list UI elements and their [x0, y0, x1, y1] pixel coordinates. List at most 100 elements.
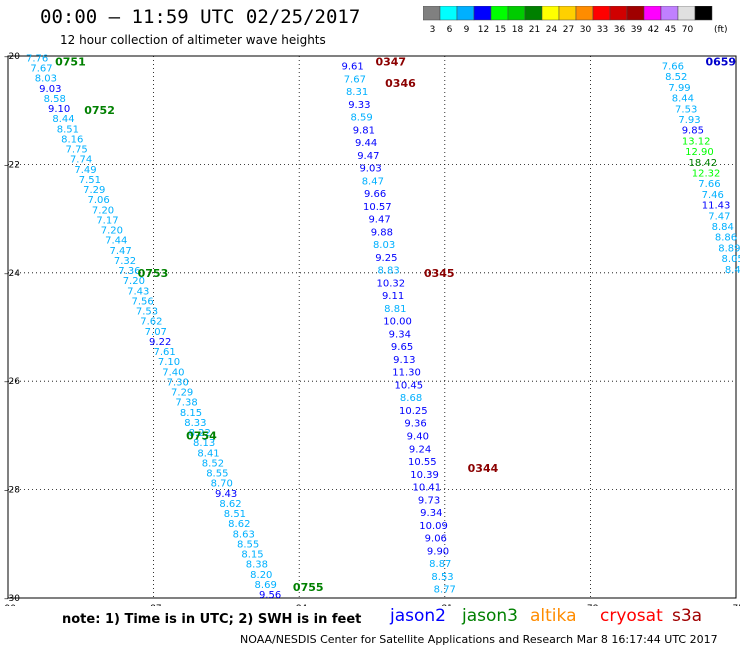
swh-value: 8.81	[384, 304, 406, 315]
swh-value: 9.81	[353, 125, 375, 136]
swh-value: 7.93	[678, 115, 700, 126]
x-tick-label: –87	[146, 604, 162, 606]
swh-value: 7.99	[668, 83, 690, 94]
swh-value: 8.58	[44, 94, 66, 105]
swh-value: 13.12	[682, 136, 711, 147]
swh-value: 9.13	[393, 355, 415, 366]
swh-value: 12.32	[692, 169, 721, 180]
swh-value: 10.57	[363, 202, 392, 213]
swh-value: 9.73	[418, 495, 440, 506]
swh-value: 8.52	[665, 72, 687, 83]
y-tick-label: –20	[4, 52, 20, 62]
swh-value: 7.47	[708, 211, 730, 222]
swh-value: 8.41	[725, 265, 740, 276]
swh-value: 7.29	[83, 185, 105, 196]
swh-value: 8.03	[35, 74, 57, 85]
pass-time-label: 0755	[293, 581, 324, 594]
swh-value: 7.67	[344, 74, 366, 85]
swh-value: 7.06	[88, 195, 110, 206]
color-bin-label: 9	[464, 25, 470, 35]
color-bin-label: 39	[631, 25, 643, 35]
swh-value: 7.61	[153, 347, 175, 358]
y-tick-label: –24	[4, 269, 20, 279]
swh-value: 9.47	[368, 215, 390, 226]
swh-value: 8.84	[712, 222, 734, 233]
chart-subtitle: 12 hour collection of altimeter wave hei…	[60, 33, 326, 47]
swh-value: 10.25	[399, 406, 428, 417]
swh-value: 11.43	[702, 201, 731, 212]
swh-value: 9.56	[259, 590, 281, 601]
swh-value: 9.47	[357, 151, 379, 162]
color-bin-label: 3	[430, 25, 436, 35]
color-scale-legend: 3 6 9 12 15 18 21 24 27 30 33 36 39 42 45 70 (ft)	[423, 6, 728, 35]
swh-value: 8.51	[224, 509, 246, 520]
swh-value: 9.66	[364, 189, 386, 200]
swh-value: 8.20	[250, 570, 272, 581]
color-scale-unit: (ft)	[714, 25, 728, 35]
y-tick-label: –28	[4, 486, 20, 496]
color-bin-label: 6	[447, 25, 453, 35]
swh-value: 7.32	[114, 256, 136, 267]
pass-time-label: 0344	[468, 462, 499, 475]
swh-value: 8.69	[255, 580, 277, 591]
swh-value: 8.41	[197, 448, 219, 459]
swh-value: 7.40	[162, 367, 184, 378]
swh-value: 10.45	[394, 380, 423, 391]
color-bin-label: 12	[478, 25, 489, 35]
pass-time-label: 0754	[186, 429, 217, 442]
color-bin-label: 33	[597, 25, 608, 35]
color-bin-label: 42	[648, 25, 659, 35]
swh-value: 9.22	[149, 337, 171, 348]
pass-time-label: 0345	[424, 267, 455, 280]
swh-value: 8.68	[400, 393, 422, 404]
swh-value: 8.70	[211, 479, 233, 490]
swh-value: 9.11	[382, 291, 404, 302]
swh-value: 8.86	[715, 233, 737, 244]
color-bin	[694, 6, 713, 21]
y-tick-label: –22	[4, 160, 20, 170]
swh-value: 18.42	[688, 158, 717, 169]
swh-value: 7.51	[79, 175, 101, 186]
swh-value: 7.29	[171, 388, 193, 399]
color-bin-label: 30	[580, 25, 592, 35]
swh-value: 9.03	[39, 84, 61, 95]
chart-title: 00:00 – 11:59 UTC 02/25/2017	[40, 6, 361, 28]
swh-value: 9.24	[409, 444, 431, 455]
swh-value: 10.09	[419, 521, 448, 532]
swh-value: 8.05	[722, 254, 740, 265]
swh-value: 9.36	[404, 419, 426, 430]
swh-value: 7.49	[74, 165, 96, 176]
swh-value: 10.32	[377, 278, 406, 289]
legend-jason2: jason2	[390, 606, 446, 626]
x-tick-label: –75	[728, 604, 740, 606]
x-tick-label: –90	[0, 604, 16, 606]
legend-s3a: s3a	[672, 606, 703, 626]
footnote: note: 1) Time is in UTC; 2) SWH is in fe…	[62, 612, 362, 627]
swh-value: 8.87	[429, 559, 451, 570]
swh-value: 8.77	[434, 585, 456, 596]
swh-value: 7.20	[101, 226, 123, 237]
swh-value: 8.55	[237, 539, 259, 550]
color-bin-label: 70	[682, 25, 694, 35]
color-bin-label: 18	[512, 25, 524, 35]
swh-value: 7.76	[26, 53, 48, 64]
y-tick-label: –30	[4, 594, 20, 604]
x-tick-label: –81	[437, 604, 453, 606]
swh-value: 7.44	[105, 236, 127, 247]
swh-value: 7.56	[131, 296, 153, 307]
swh-value: 8.38	[246, 560, 268, 571]
swh-value: 8.62	[219, 499, 241, 510]
swh-value: 7.36	[118, 266, 140, 277]
swh-value: 7.20	[123, 276, 145, 287]
x-tick-label: –78	[582, 604, 598, 606]
color-bin-label: 45	[665, 25, 676, 35]
swh-value: 7.46	[702, 190, 724, 201]
swh-value: 7.62	[140, 317, 162, 328]
pass-time-label: 0753	[138, 267, 169, 280]
swh-value: 8.16	[61, 134, 83, 145]
swh-value: 9.10	[48, 104, 70, 115]
swh-value: 9.65	[391, 342, 413, 353]
swh-value: 9.88	[371, 227, 393, 238]
swh-value: 9.25	[375, 253, 397, 264]
pass-time-label: 0752	[84, 104, 115, 117]
